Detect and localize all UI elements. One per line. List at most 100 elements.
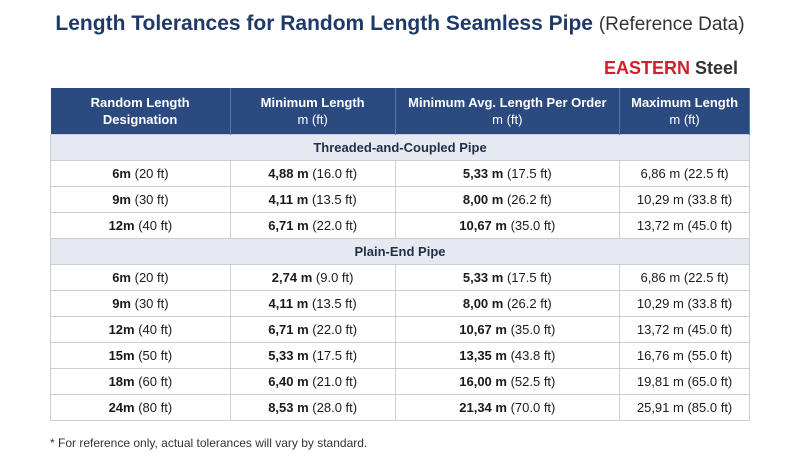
cell-main: 12m: [108, 322, 135, 337]
cell-sub: (20 ft): [134, 166, 169, 181]
cell-sub: (22.0 ft): [312, 218, 358, 233]
cell-main: 6,71 m: [268, 322, 309, 337]
cell: 13,72 m (45.0 ft): [619, 212, 750, 239]
data-row: 15m (50 ft) 5,33 m (17.5 ft) 13,35 m (43.8…: [50, 342, 750, 369]
header-title: Maximum Length: [631, 95, 739, 110]
cell-sub: (20 ft): [134, 270, 169, 285]
cell: 10,67 m (35.0 ft): [394, 212, 621, 239]
cell-sub: (40 ft): [138, 322, 173, 337]
cell-main: 24m: [108, 400, 135, 415]
data-row: 6m (20 ft) 4,88 m (16.0 ft) 5,33 m (17.5 f…: [50, 160, 750, 187]
cell-sub: (22.0 ft): [312, 322, 358, 337]
cell-sub: (26.2 ft): [506, 192, 552, 207]
cell-main: 9m: [112, 296, 131, 311]
data-row: 9m (30 ft) 4,11 m (13.5 ft) 8,00 m (26.2 f…: [50, 186, 750, 213]
cell-main: 25,91 m: [636, 400, 684, 415]
cell-sub: (43.8 ft): [510, 348, 556, 363]
cell-sub: (33.8 ft): [687, 192, 733, 207]
cell: 15m (50 ft): [50, 342, 231, 369]
header-cell: Minimum Avg. Length Per Order m (ft): [395, 88, 621, 135]
cell: 6,86 m (22.5 ft): [619, 160, 750, 187]
header-title: Minimum Length: [260, 95, 365, 110]
cell-main: 5,33 m: [462, 270, 504, 285]
data-row: 6m (20 ft) 2,74 m (9.0 ft) 5,33 m (17.5 ft…: [50, 264, 750, 291]
cell: 12m (40 ft): [50, 212, 231, 239]
cell: 6,71 m (22.0 ft): [229, 316, 396, 343]
subtitle: (Reference Data): [598, 14, 745, 35]
title: Length Tolerances for Random Length Seam…: [0, 12, 800, 36]
cell-main: 6,40 m: [268, 374, 309, 389]
cell: 10,29 m (33.8 ft): [619, 290, 750, 317]
cell-main: 12m: [108, 218, 135, 233]
cell-main: 6,86 m: [640, 166, 681, 181]
table: Random Length Designation Minimum Length m…: [50, 88, 750, 421]
header-unit: m (ft): [669, 112, 700, 127]
cell-sub: (45.0 ft): [687, 218, 733, 233]
header-unit: m (ft): [492, 112, 523, 127]
cell: 6m (20 ft): [50, 264, 231, 291]
cell-main: 9m: [112, 192, 131, 207]
section-title: Plain-End Pipe: [50, 238, 750, 265]
cell-main: 4,11 m: [268, 296, 309, 311]
cell-sub: (22.5 ft): [683, 270, 729, 285]
cell-sub: (65.0 ft): [687, 374, 733, 389]
cell-sub: (17.5 ft): [506, 270, 552, 285]
cell: 25,91 m (85.0 ft): [619, 394, 750, 421]
cell-sub: (22.5 ft): [683, 166, 729, 181]
cell: 6,40 m (21.0 ft): [229, 368, 396, 395]
cell: 24m (80 ft): [50, 394, 231, 421]
cell: 5,33 m (17.5 ft): [394, 264, 621, 291]
cell: 16,00 m (52.5 ft): [394, 368, 621, 395]
cell-sub: (45.0 ft): [687, 322, 733, 337]
cell-sub: (55.0 ft): [687, 348, 733, 363]
cell-main: 6m: [112, 270, 131, 285]
cell-main: 6m: [112, 166, 131, 181]
cell: 9m (30 ft): [50, 290, 231, 317]
data-row: 12m (40 ft) 6,71 m (22.0 ft) 10,67 m (35.0…: [50, 316, 750, 343]
cell: 6,86 m (22.5 ft): [619, 264, 750, 291]
cell-sub: (35.0 ft): [510, 218, 556, 233]
header-cell: Minimum Length m (ft): [230, 88, 396, 135]
header-cell: Maximum Length m (ft): [619, 88, 750, 135]
cell-main: 8,00 m: [462, 296, 504, 311]
cell-sub: (80 ft): [138, 400, 173, 415]
cell: 4,88 m (16.0 ft): [229, 160, 396, 187]
cell: 6,71 m (22.0 ft): [229, 212, 396, 239]
cell: 9m (30 ft): [50, 186, 231, 213]
cell-main: 13,35 m: [459, 348, 507, 363]
cell: 10,29 m (33.8 ft): [619, 186, 750, 213]
cell-sub: (70.0 ft): [510, 400, 556, 415]
cell: 5,33 m (17.5 ft): [229, 342, 396, 369]
cell-sub: (50 ft): [138, 348, 173, 363]
cell-main: 13,72 m: [636, 218, 684, 233]
cell-sub: (17.5 ft): [506, 166, 552, 181]
cell: 4,11 m (13.5 ft): [229, 290, 396, 317]
cell-main: 6,86 m: [640, 270, 681, 285]
cell-main: 15m: [108, 348, 135, 363]
cell-main: 13,72 m: [636, 322, 684, 337]
cell: 12m (40 ft): [50, 316, 231, 343]
cell: 13,72 m (45.0 ft): [619, 316, 750, 343]
cell-main: 16,76 m: [636, 348, 684, 363]
cell-main: 18m: [108, 374, 135, 389]
cell-sub: (13.5 ft): [311, 192, 357, 207]
section-row: Plain-End Pipe: [50, 238, 750, 265]
cell-sub: (26.2 ft): [506, 296, 552, 311]
cell: 19,81 m (65.0 ft): [619, 368, 750, 395]
brand: EASTERN Steel: [604, 58, 738, 79]
cell-sub: (21.0 ft): [312, 374, 358, 389]
cell-main: 16,00 m: [459, 374, 507, 389]
cell-sub: (60 ft): [138, 374, 173, 389]
cell: 6m (20 ft): [50, 160, 231, 187]
cell-main: 10,29 m: [636, 296, 684, 311]
cell: 16,76 m (55.0 ft): [619, 342, 750, 369]
cell-main: 8,00 m: [462, 192, 504, 207]
cell: 4,11 m (13.5 ft): [229, 186, 396, 213]
data-row: 24m (80 ft) 8,53 m (28.0 ft) 21,34 m (70.0…: [50, 394, 750, 421]
data-row: 12m (40 ft) 6,71 m (22.0 ft) 10,67 m (35.0…: [50, 212, 750, 239]
cell-sub: (13.5 ft): [311, 296, 357, 311]
data-row: 18m (60 ft) 6,40 m (21.0 ft) 16,00 m (52.5…: [50, 368, 750, 395]
cell-sub: (9.0 ft): [315, 270, 354, 285]
cell-sub: (35.0 ft): [510, 322, 556, 337]
brand-dark: Steel: [694, 58, 738, 78]
